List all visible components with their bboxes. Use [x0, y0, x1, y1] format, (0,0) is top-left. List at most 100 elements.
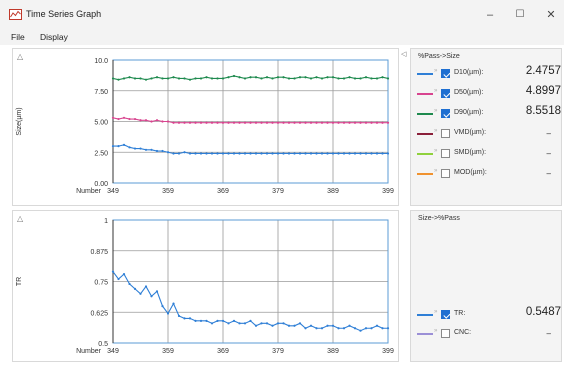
- size-chart-data-point: [183, 151, 186, 154]
- size-chart-data-point: [298, 121, 302, 124]
- collapse-top-chart-icon[interactable]: △: [17, 52, 24, 61]
- size-chart-x-tick-label: 349: [107, 188, 119, 195]
- tr-chart-x-tick-label: 379: [272, 348, 284, 355]
- size-chart-data-point: [304, 76, 307, 79]
- series-checkbox[interactable]: [441, 129, 450, 138]
- series-marker-icon: »: [434, 309, 438, 315]
- series-marker-icon: »: [434, 128, 438, 134]
- series-label: MOD(µm):: [454, 169, 487, 176]
- collapse-legend-icon[interactable]: ◁: [401, 51, 407, 58]
- size-chart-x-tick-label: 399: [382, 188, 394, 195]
- collapse-bottom-chart-icon[interactable]: △: [17, 214, 24, 223]
- series-checkbox[interactable]: [441, 310, 450, 319]
- size-chart-data-point: [287, 152, 291, 155]
- size-chart-data-point: [309, 152, 313, 155]
- size-legend-title: %Pass->Size: [418, 53, 460, 60]
- series-label: D10(µm):: [454, 69, 484, 76]
- size-chart-data-point: [326, 152, 329, 155]
- size-chart-data-point: [194, 121, 197, 124]
- size-chart-data-point: [144, 78, 148, 81]
- tr-chart-y-tick-label: 1: [104, 218, 108, 225]
- tr-chart-data-point: [139, 292, 142, 295]
- minimize-button[interactable]: –: [486, 9, 494, 21]
- size-chart-data-point: [320, 121, 324, 124]
- size-chart-data-point: [161, 149, 164, 153]
- app-chart-icon: [9, 9, 22, 20]
- tr-legend-title: Size->%Pass: [418, 215, 460, 222]
- series-label: SMD(µm):: [454, 149, 487, 156]
- series-checkbox[interactable]: [441, 89, 450, 98]
- size-chart-data-point: [155, 119, 159, 122]
- size-chart-data-point: [238, 152, 241, 155]
- size-chart-data-point: [298, 152, 302, 155]
- maximize-button[interactable]: ☐: [515, 9, 525, 20]
- series-checkbox[interactable]: [441, 169, 450, 178]
- series-value: –: [546, 129, 551, 138]
- size-chart-data-point: [133, 77, 137, 80]
- size-chart-x-tick-label: 379: [272, 188, 284, 195]
- size-chart-data-point: [265, 76, 269, 79]
- size-chart-data-point: [375, 121, 379, 124]
- series-marker-icon: »: [434, 108, 438, 114]
- size-chart-data-point: [370, 152, 373, 155]
- size-chart-data-point: [117, 145, 120, 148]
- size-chart-data-point: [276, 76, 280, 79]
- tr-chart-data-point: [194, 319, 197, 322]
- size-legend-row-5: » MOD(µm): –: [415, 167, 564, 181]
- size-chart-x-tick-label: 359: [162, 188, 174, 195]
- size-chart-data-point: [166, 77, 170, 80]
- series-color-swatch: [417, 113, 433, 115]
- size-chart-data-point: [353, 152, 357, 155]
- tr-chart-data-point: [133, 287, 137, 290]
- tr-chart-x-tick-label: 359: [162, 348, 174, 355]
- series-value: 0.5487: [525, 306, 561, 318]
- tr-chart-data-point: [386, 327, 390, 330]
- size-chart-data-point: [161, 120, 164, 123]
- tr-chart-data-point: [381, 327, 384, 330]
- size-chart-data-point: [188, 78, 192, 81]
- size-chart-data-point: [205, 152, 208, 155]
- tr-chart-data-point: [161, 305, 164, 308]
- tr-chart-data-point: [144, 285, 148, 288]
- size-chart-data-point: [315, 76, 318, 79]
- menu-file[interactable]: File: [11, 32, 25, 42]
- size-chart-data-point: [172, 76, 175, 79]
- series-checkbox[interactable]: [441, 329, 450, 338]
- tr-chart-panel: △ 0.5 0.625 0.75 0.875 1 349 359 369 379 389 399 Nu…: [12, 210, 399, 362]
- size-chart-data-point: [210, 152, 214, 155]
- size-chart-data-point: [166, 151, 170, 154]
- tr-chart-data-point: [150, 295, 153, 298]
- series-checkbox[interactable]: [441, 69, 450, 78]
- tr-chart-y-tick-label: 0.5: [98, 341, 108, 348]
- size-chart-data-point: [128, 146, 131, 149]
- size-chart-y-tick-label: 10.0: [94, 58, 108, 65]
- size-chart-data-point: [298, 76, 302, 79]
- tr-chart-data-point: [315, 327, 318, 330]
- tr-chart-data-point: [276, 322, 280, 325]
- series-checkbox[interactable]: [441, 109, 450, 118]
- tr-chart-data-point: [117, 277, 120, 281]
- size-chart-data-point: [177, 121, 181, 124]
- title-bar: Time Series Graph – ☐ ✕: [0, 0, 564, 30]
- size-chart-data-point: [271, 77, 274, 80]
- tr-chart-data-point: [309, 324, 313, 327]
- close-button[interactable]: ✕: [546, 9, 556, 21]
- size-chart-data-point: [128, 76, 131, 79]
- size-chart-data-point: [216, 77, 219, 80]
- series-checkbox[interactable]: [441, 149, 450, 158]
- series-value: –: [546, 169, 551, 178]
- tr-chart-data-point: [370, 327, 373, 330]
- menu-display[interactable]: Display: [40, 32, 68, 42]
- size-chart-data-point: [342, 77, 346, 80]
- tr-chart-y-tick-label: 0.625: [90, 310, 108, 317]
- size-chart-data-point: [287, 77, 291, 80]
- size-chart-data-point: [386, 77, 390, 80]
- size-legend-row-1: » D50(µm): 4.8997: [415, 85, 564, 101]
- size-chart-data-point: [320, 152, 324, 155]
- tr-chart-data-point: [342, 327, 346, 330]
- size-chart-data-point: [249, 121, 252, 124]
- size-chart-data-point: [348, 152, 351, 155]
- tr-chart-data-point: [205, 319, 208, 322]
- tr-chart-x-tick-label: 389: [327, 348, 339, 355]
- size-chart-data-point: [232, 121, 236, 124]
